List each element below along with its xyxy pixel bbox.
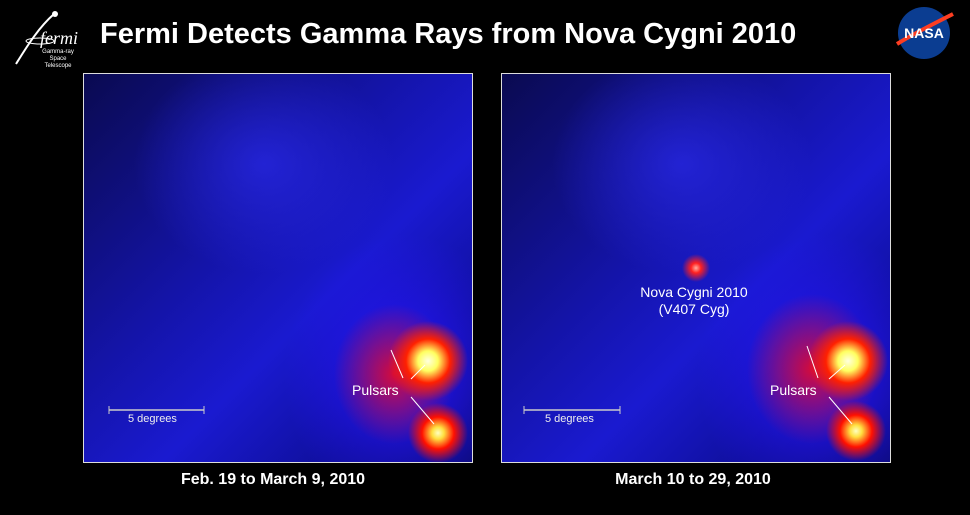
nasa-logo: NASA [893, 4, 955, 62]
pulsar-pointer-line [410, 396, 435, 425]
pulsars-label: Pulsars [352, 382, 399, 398]
scale-label: 5 degrees [545, 413, 594, 425]
pulsar-pointer-line [410, 364, 426, 380]
pulsars-label: Pulsars [770, 382, 817, 398]
pulsar-pointer-line [390, 349, 404, 379]
caption-before: Feb. 19 to March 9, 2010 [180, 471, 366, 488]
page-title: Fermi Detects Gamma Rays from Nova Cygni… [100, 18, 797, 50]
fermi-subtitle: Gamma-ray Space Telescope [42, 49, 74, 69]
svg-text:NASA: NASA [904, 25, 944, 41]
pulsar-pointer-line [806, 345, 819, 379]
gamma-ray-map-after: Nova Cygni 2010 (V407 Cyg) Pulsars 5 deg… [501, 73, 891, 463]
pulsar-pointer-line [828, 364, 846, 380]
fermi-logo: fermi Gamma-ray Space Telescope [8, 8, 93, 69]
pulsar-pointer-line [828, 396, 853, 425]
caption-after: March 10 to 29, 2010 [615, 471, 771, 488]
fermi-wordmark: fermi [40, 28, 78, 48]
gamma-ray-map-before: Pulsars 5 degrees [83, 73, 473, 463]
nova-label: Nova Cygni 2010 (V407 Cyg) [640, 284, 748, 317]
scale-label: 5 degrees [128, 413, 177, 425]
fermi-swoosh-icon [15, 11, 58, 65]
